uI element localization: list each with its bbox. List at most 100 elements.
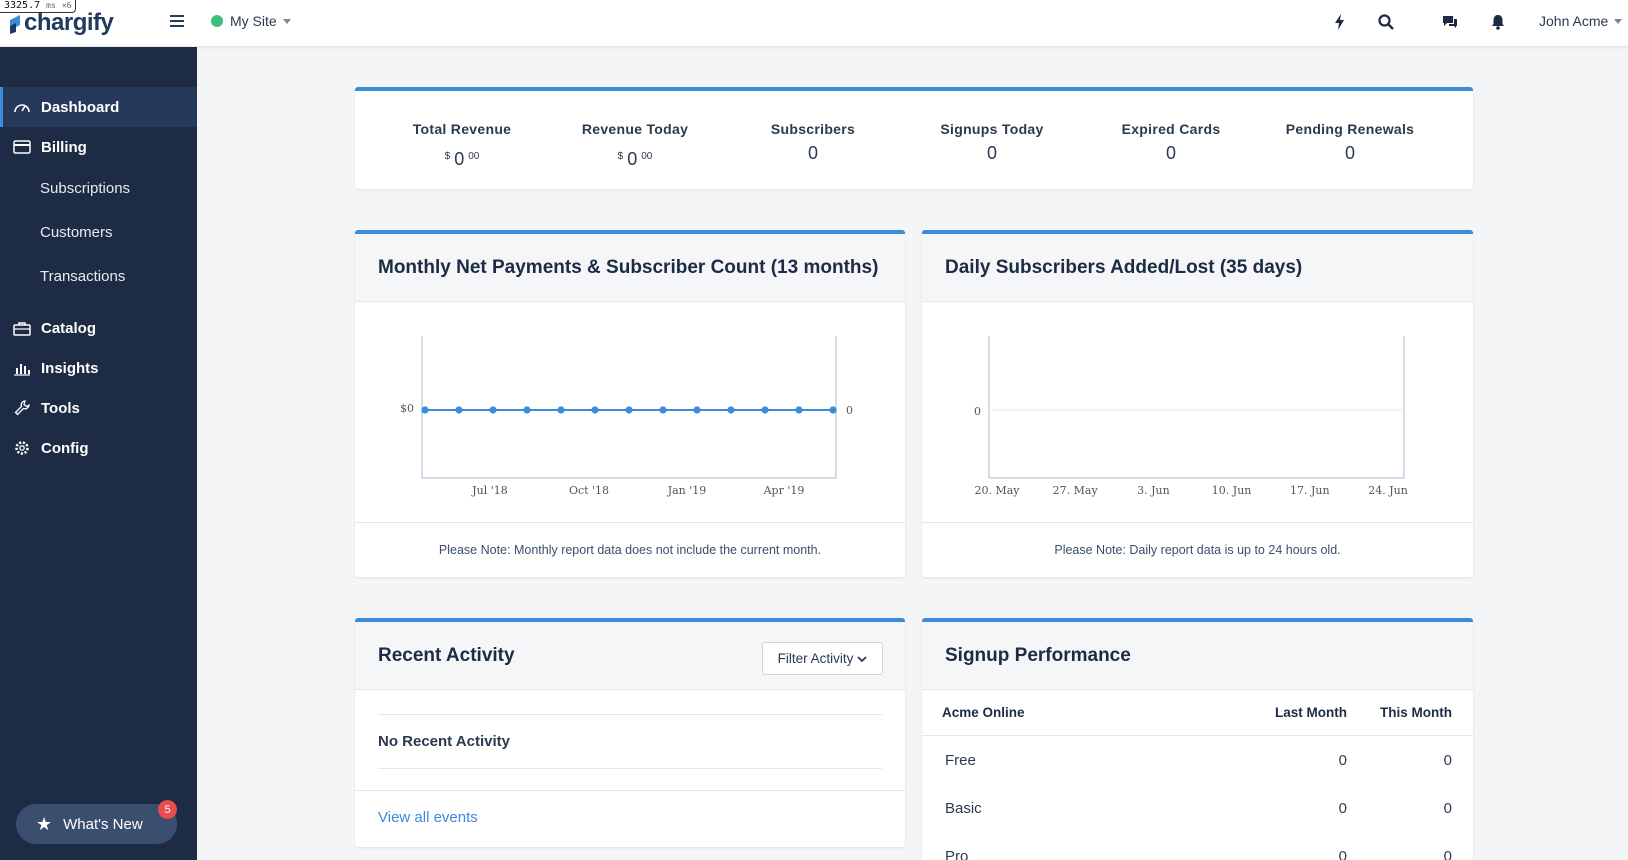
column-header-site: Acme Online [942,705,1025,720]
stat-revenue-today: Revenue Today $0 00 [550,121,720,170]
filter-activity-button[interactable]: Filter Activity [762,642,883,675]
x-tick-label: 17. Jun [1290,484,1330,497]
monthly-chart-note: Please Note: Monthly report data does no… [355,522,905,577]
data-point[interactable] [659,406,667,414]
search-icon[interactable] [1377,13,1395,31]
perf-mult: ×6 [61,1,72,10]
sidebar-item-tools[interactable]: Tools [0,388,197,428]
sidebar-sub-transactions[interactable]: Transactions [40,268,126,285]
sidebar-item-config[interactable]: Config [0,428,197,468]
stat-label: Expired Cards [1121,121,1221,137]
sidebar-item-dashboard[interactable]: Dashboard [0,87,197,127]
data-point[interactable] [693,406,701,414]
chevron-down-icon [282,18,291,24]
this-month-value: 0 [1443,751,1452,769]
sidebar-sub-subscriptions[interactable]: Subscriptions [40,180,131,197]
stat-value: 0 [1344,143,1355,163]
view-all-events-link[interactable]: View all events [378,809,478,826]
whats-new-label: What's New [63,815,143,833]
sidebar-item-label: Tools [41,399,80,417]
plan-name: Basic [945,799,982,817]
whats-new-count-badge: 5 [158,800,177,819]
table-row: Basic 0 0 [922,784,1473,832]
whats-new-button[interactable]: ★ What's New [16,804,177,844]
currency-symbol: $ [444,151,451,162]
sidebar-item-insights[interactable]: Insights [0,348,197,388]
divider [355,790,905,791]
stat-value: 0 [454,149,465,169]
chat-icon[interactable] [1441,13,1459,31]
data-point[interactable] [557,406,565,414]
sidebar-item-label: Catalog [41,319,97,337]
chevron-down-icon [1614,18,1623,24]
stat-label: Subscribers [770,121,856,137]
data-point[interactable] [761,406,769,414]
perf-ms: 3325.7 [4,0,41,11]
stat-value: 0 [986,143,997,163]
perf-overlay: 3325.7 ms ×6 [0,0,77,13]
data-point[interactable] [727,406,735,414]
bell-icon[interactable] [1489,13,1507,31]
filter-activity-label: Filter Activity [777,651,854,666]
chevron-down-icon [857,655,868,662]
table-header: Acme Online Last Month This Month [922,690,1473,736]
daily-chart-card: Daily Subscribers Added/Lost (35 days) 0… [922,230,1473,577]
this-month-value: 0 [1443,847,1452,860]
x-tick-label: Jul '18 [471,484,508,497]
dashboard-icon [12,98,32,116]
table-row: Free 0 0 [922,736,1473,784]
bolt-icon[interactable] [1331,13,1349,31]
column-header-last-month: Last Month [1275,705,1347,720]
data-point[interactable] [421,406,429,414]
signup-performance-title: Signup Performance [922,622,1473,690]
currency-symbol: $ [617,151,624,162]
menu-toggle-icon[interactable] [170,15,184,29]
site-selector[interactable]: My Site [211,13,291,29]
data-point[interactable] [523,406,531,414]
bar-chart-icon [12,359,32,377]
x-tick-label: Jan '19 [667,484,707,497]
data-point[interactable] [489,406,497,414]
user-menu[interactable]: John Acme [1539,13,1623,29]
monthly-chart: $0 0 Jul '18 Oct '18 Jan '19 Apr '19 [400,336,853,497]
recent-activity-title: Recent Activity [355,622,905,690]
data-point[interactable] [795,406,803,414]
monthly-chart-card: Monthly Net Payments & Subscriber Count … [355,230,905,577]
sidebar-item-label: Config [41,439,89,457]
stat-label: Signups Today [940,121,1044,137]
stat-signups-today: Signups Today 0 [907,121,1077,164]
sidebar-item-catalog[interactable]: Catalog [0,308,197,348]
column-header-this-month: This Month [1380,705,1452,720]
table-row: Pro 0 0 [922,832,1473,860]
data-point[interactable] [455,406,463,414]
data-point[interactable] [829,406,837,414]
sidebar-sub-customers[interactable]: Customers [40,224,113,241]
sidebar-item-label: Billing [41,138,87,156]
sidebar: Dashboard Billing Subscriptions Customer… [0,47,197,860]
y-left-tick: $0 [400,402,414,415]
stat-label: Revenue Today [581,121,689,137]
site-name: My Site [230,13,277,29]
signup-performance-card: Signup Performance Acme Online Last Mont… [922,618,1473,860]
top-bar: chargify My Site John Acme [0,0,1628,47]
x-tick-label: 10. Jun [1212,484,1252,497]
logo-mark-icon [10,15,20,34]
stat-value: 0 [1165,143,1176,163]
user-name: John Acme [1539,13,1609,29]
stat-label: Total Revenue [412,121,512,137]
recent-activity-card: Recent Activity Filter Activity No Recen… [355,618,905,847]
x-tick-label: 24. Jun [1368,484,1408,497]
data-point[interactable] [591,406,599,414]
wrench-icon [12,399,32,417]
monthly-chart-title: Monthly Net Payments & Subscriber Count … [355,234,905,302]
perf-unit: ms [46,1,56,10]
data-point[interactable] [625,406,633,414]
sidebar-item-label: Insights [41,359,99,377]
x-tick-label: 27. May [1053,484,1099,497]
chargify-logo[interactable]: chargify [8,9,114,37]
sidebar-item-billing[interactable]: Billing [0,127,197,167]
plan-name: Free [945,751,976,769]
gear-icon [12,439,32,457]
stat-total-revenue: Total Revenue $0 00 [377,121,547,170]
last-month-value: 0 [1338,751,1347,769]
